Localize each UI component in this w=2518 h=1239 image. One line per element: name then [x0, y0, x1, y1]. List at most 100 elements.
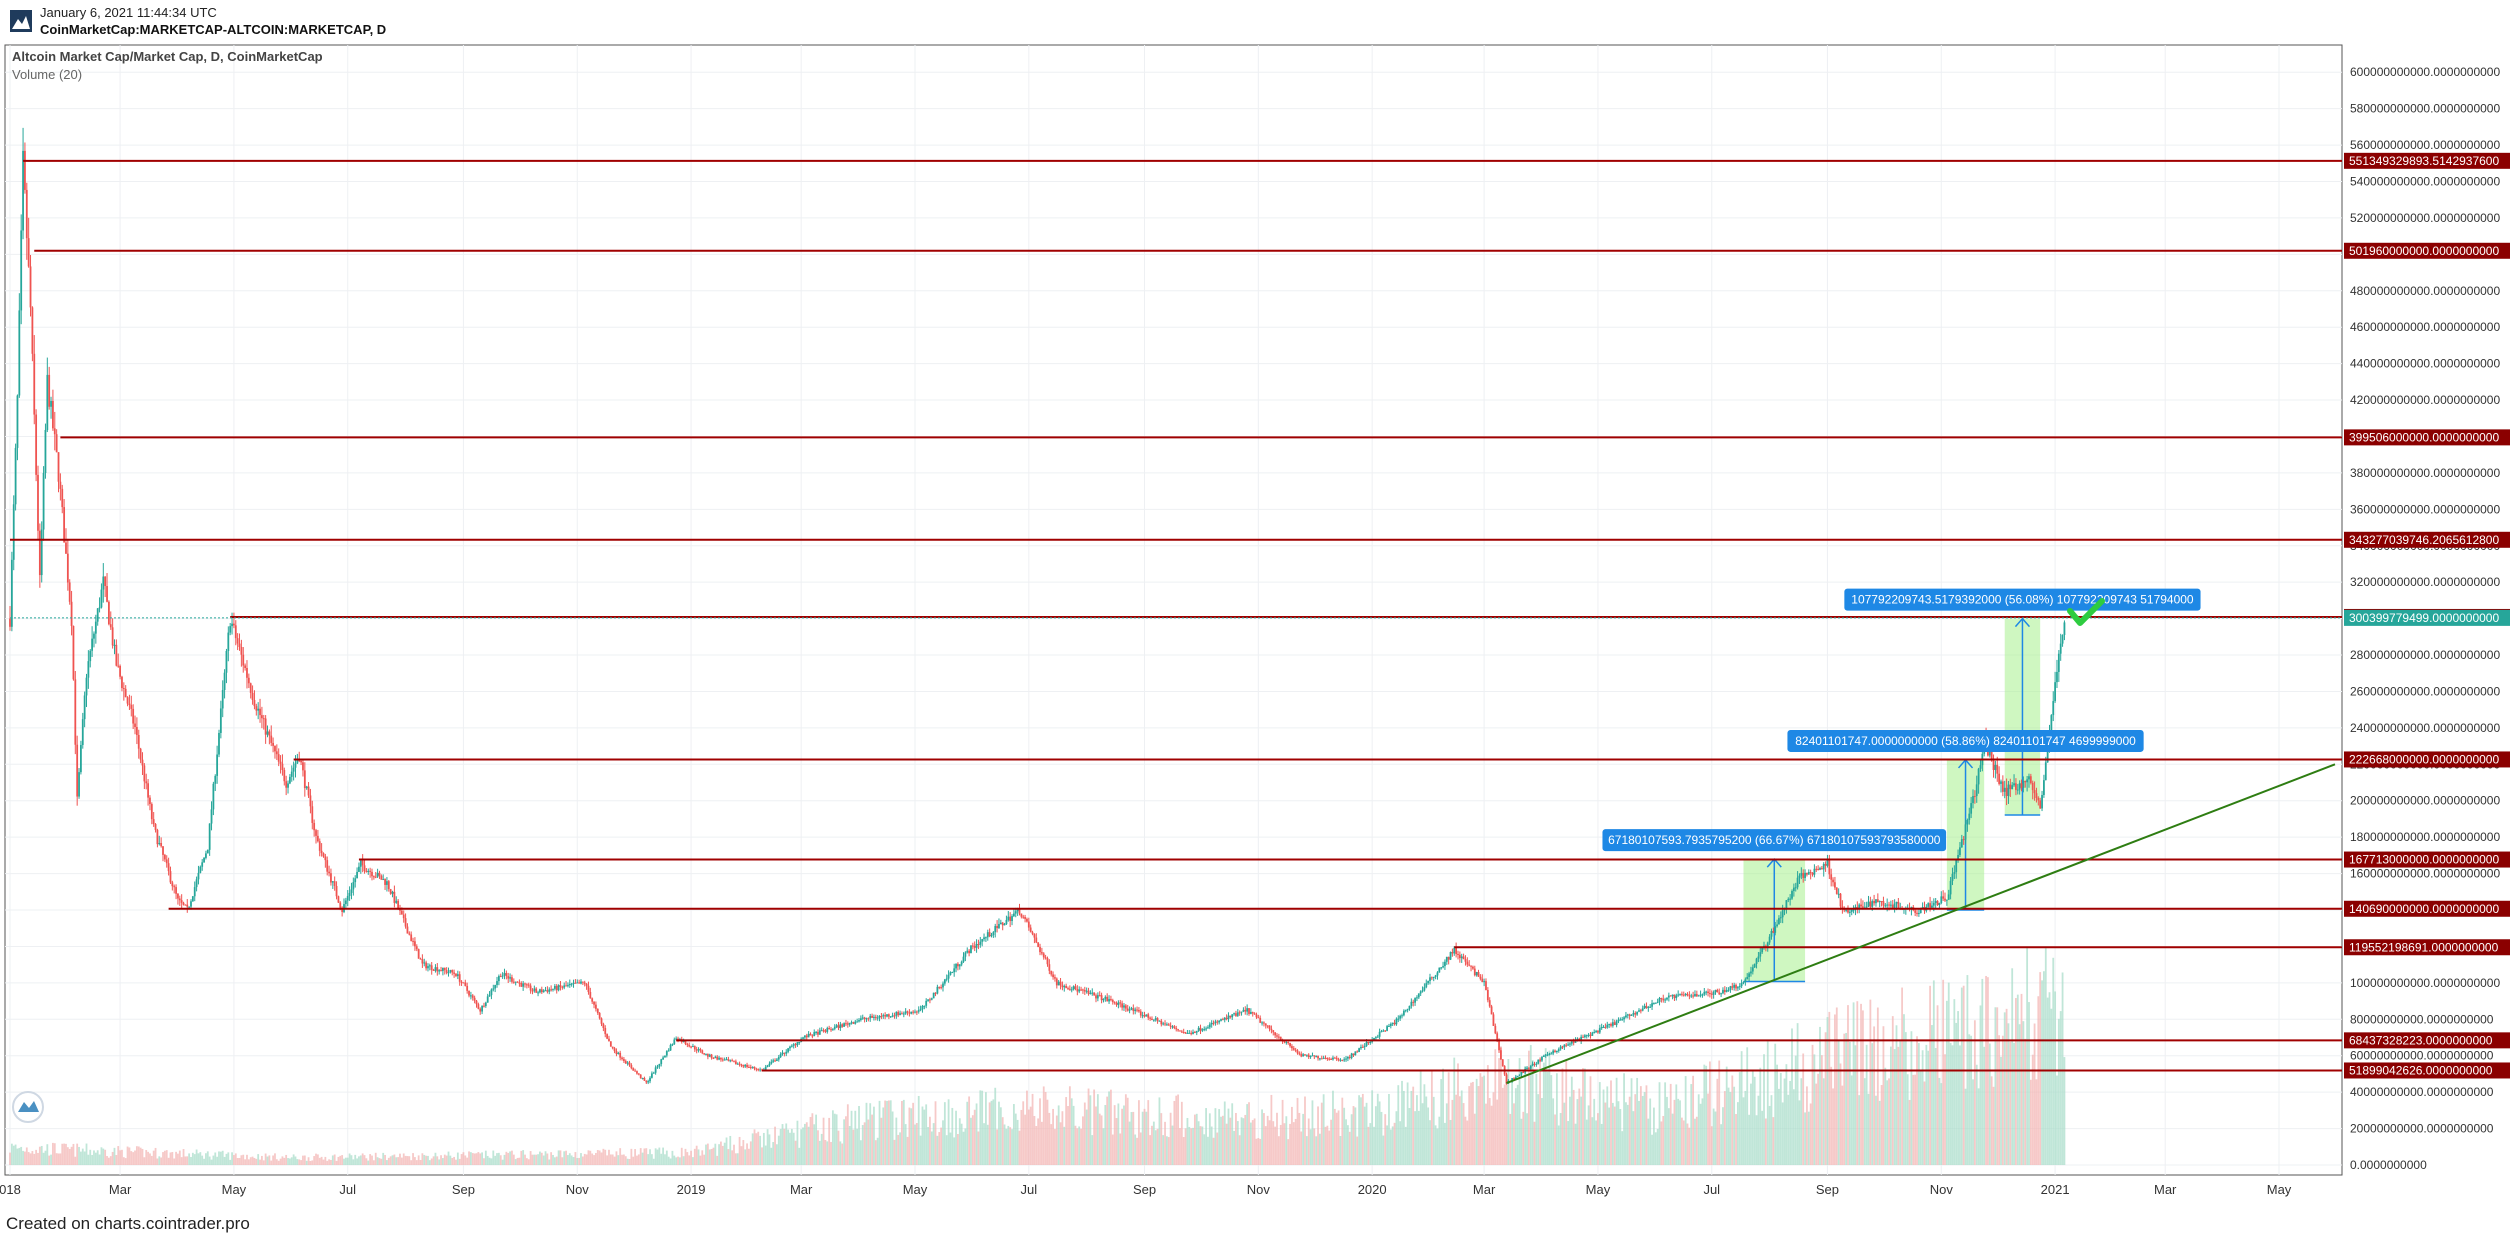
candle-body [1225, 1017, 1228, 1020]
candle-body [1511, 1078, 1514, 1082]
candle-body [346, 895, 349, 901]
candle-body [1438, 967, 1441, 973]
volume-bar [893, 1139, 896, 1165]
candle-body [945, 978, 948, 980]
volume-bar [1208, 1113, 1211, 1165]
candle-body [1542, 1055, 1545, 1058]
candle-body [632, 1068, 635, 1071]
candle-body [511, 977, 513, 982]
candle-body [559, 985, 562, 987]
volume-bar [977, 1131, 980, 1165]
candle-body [147, 783, 149, 798]
volume-bar [552, 1154, 554, 1165]
candle-body [1136, 1009, 1138, 1011]
volume-bar [1251, 1120, 1254, 1165]
volume-bar [296, 1159, 299, 1165]
candle-body [1108, 999, 1110, 1002]
candle-body [443, 967, 446, 971]
volume-bar [1507, 1059, 1510, 1165]
candle-body [1279, 1036, 1282, 1040]
volume-bar [699, 1155, 702, 1165]
volume-bar [794, 1140, 797, 1165]
candle-body [1345, 1058, 1347, 1060]
candle-body [266, 731, 269, 735]
candle-body [923, 1005, 926, 1007]
volume-bar [1979, 1005, 1982, 1165]
volume-bar [1897, 1046, 1900, 1165]
volume-bar [2063, 1057, 2066, 1165]
candle-body [843, 1023, 845, 1027]
candle-body [1621, 1019, 1624, 1021]
volume-bar [1707, 1093, 1709, 1165]
volume-bar [212, 1155, 215, 1165]
trend-line[interactable] [1506, 763, 2336, 1084]
volume-bar [1688, 1127, 1691, 1165]
candle-body [270, 735, 273, 743]
candle-body [124, 688, 127, 698]
candle-body [1804, 872, 1806, 878]
volume-bar [358, 1156, 360, 1165]
candle-body [1712, 991, 1715, 995]
candle-body [589, 991, 592, 999]
volume-bar [1249, 1122, 1252, 1165]
candle-body [2009, 784, 2012, 790]
candle-body [539, 989, 541, 993]
volume-bar [708, 1149, 711, 1165]
candle-body [1651, 1003, 1653, 1007]
candle-body [1427, 980, 1430, 984]
candle-body [595, 1004, 597, 1009]
volume-bar [65, 1143, 67, 1165]
candle-body [1022, 916, 1025, 918]
candle-body [766, 1065, 769, 1067]
volume-bar [1156, 1128, 1159, 1165]
x-tick-label: Mar [2154, 1182, 2177, 1197]
level-tag-box [2344, 609, 2510, 626]
volume-bar [774, 1126, 776, 1165]
volume-bar [1886, 1080, 1889, 1165]
candle-body [1817, 868, 1820, 870]
volume-bar [1794, 1055, 1797, 1165]
candle-body [380, 875, 383, 880]
volume-bar [1022, 1101, 1025, 1165]
volume-bar [91, 1154, 94, 1165]
candle-body [1587, 1034, 1590, 1036]
candle-body [274, 745, 276, 752]
volume-bar [163, 1150, 166, 1165]
candle-body [20, 230, 23, 311]
volume-bar [805, 1122, 808, 1165]
candle-body [957, 963, 959, 967]
volume-bar [1703, 1064, 1706, 1165]
candle-body [2031, 782, 2034, 791]
volume-bar [831, 1110, 834, 1165]
candle-body [1544, 1054, 1547, 1056]
candle-body [848, 1022, 851, 1025]
candle-body [417, 949, 420, 959]
y-tick-label: 60000000000.0000000000 [2350, 1049, 2494, 1063]
volume-bar [2013, 1042, 2015, 1165]
volume-bar [999, 1107, 1002, 1165]
volume-bar [275, 1159, 278, 1165]
chart-area[interactable]: 67180107593.7935795200 (66.67%) 67180107… [0, 44, 2518, 1208]
candle-body [1716, 989, 1719, 993]
volume-bar [1994, 1007, 1997, 1165]
candle-body [658, 1064, 661, 1067]
volume-bar [1873, 1026, 1876, 1165]
volume-bar [109, 1156, 112, 1165]
volume-bar [1666, 1096, 1668, 1165]
candle-body [1667, 995, 1670, 998]
volume-bar [134, 1150, 136, 1165]
volume-bar [1574, 1123, 1577, 1165]
candle-body [572, 982, 575, 984]
chart-title: Altcoin Market Cap/Market Cap, D, CoinMa… [12, 49, 323, 64]
volume-bar [1113, 1105, 1116, 1165]
volume-bar [1496, 1099, 1499, 1165]
candle-body [1606, 1024, 1609, 1028]
volume-bar [930, 1131, 933, 1165]
candle-body [1865, 906, 1868, 908]
candle-body [1276, 1035, 1278, 1037]
volume-bar [386, 1160, 388, 1165]
volume-bar [255, 1158, 258, 1165]
candle-body [1800, 872, 1803, 876]
candle-body [1061, 985, 1064, 988]
candle-body [1104, 996, 1107, 999]
